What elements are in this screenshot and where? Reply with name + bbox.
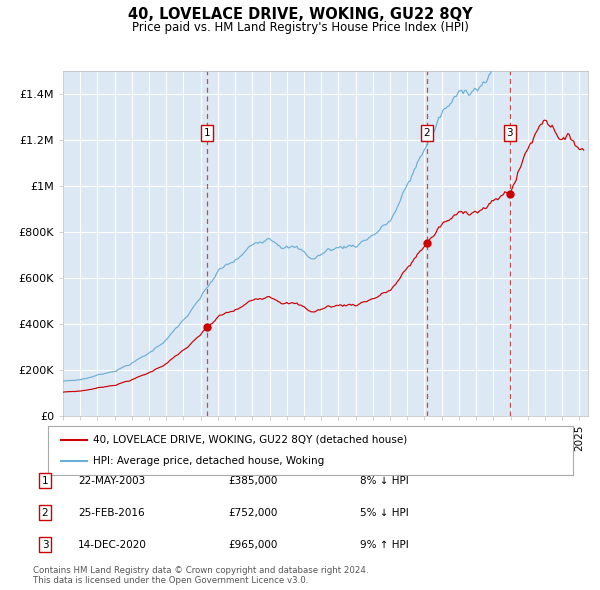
Text: 3: 3 [41,540,49,549]
Text: 2: 2 [41,508,49,517]
Text: 40, LOVELACE DRIVE, WOKING, GU22 8QY (detached house): 40, LOVELACE DRIVE, WOKING, GU22 8QY (de… [92,435,407,445]
Text: 8% ↓ HPI: 8% ↓ HPI [360,476,409,486]
Text: 5% ↓ HPI: 5% ↓ HPI [360,508,409,517]
Text: £965,000: £965,000 [228,540,277,549]
Text: £752,000: £752,000 [228,508,277,517]
Text: 1: 1 [204,128,211,138]
Text: 3: 3 [506,128,513,138]
Text: 25-FEB-2016: 25-FEB-2016 [78,508,145,517]
Text: 2: 2 [424,128,430,138]
Text: £385,000: £385,000 [228,476,277,486]
Text: 14-DEC-2020: 14-DEC-2020 [78,540,147,549]
Text: 9% ↑ HPI: 9% ↑ HPI [360,540,409,549]
Text: Price paid vs. HM Land Registry's House Price Index (HPI): Price paid vs. HM Land Registry's House … [131,21,469,34]
Text: 40, LOVELACE DRIVE, WOKING, GU22 8QY: 40, LOVELACE DRIVE, WOKING, GU22 8QY [128,7,472,22]
Text: 22-MAY-2003: 22-MAY-2003 [78,476,145,486]
Text: HPI: Average price, detached house, Woking: HPI: Average price, detached house, Woki… [92,456,324,466]
Text: Contains HM Land Registry data © Crown copyright and database right 2024.
This d: Contains HM Land Registry data © Crown c… [33,566,368,585]
Text: 1: 1 [41,476,49,486]
